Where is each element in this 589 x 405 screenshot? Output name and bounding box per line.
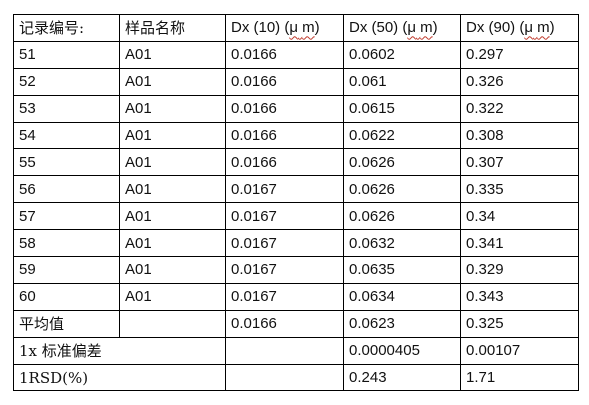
dx90-cell: 0.343 bbox=[460, 282, 579, 311]
dx10-cell: 0.0166 bbox=[225, 94, 344, 123]
average-label: 平均值 bbox=[13, 309, 120, 338]
dx90-cell: 0.308 bbox=[460, 121, 579, 150]
average-dx10: 0.0166 bbox=[225, 309, 344, 338]
sample-name-cell: A01 bbox=[119, 148, 226, 177]
header-record-number: 记录编号: bbox=[13, 14, 120, 42]
dx90-cell: 0.322 bbox=[460, 94, 579, 123]
header-dx90-prefix: Dx (90) ( bbox=[466, 19, 525, 37]
header-dx90-unit: μ m bbox=[524, 19, 549, 36]
rsd-dx90: 1.71 bbox=[460, 363, 579, 392]
table-row: 57 A01 0.0167 0.0626 0.34 bbox=[13, 202, 579, 231]
record-number-cell: 58 bbox=[13, 229, 120, 258]
unit-close: ) bbox=[314, 19, 320, 37]
dx10-cell: 0.0166 bbox=[225, 121, 344, 150]
dx10-cell: 0.0166 bbox=[225, 40, 344, 69]
record-number-cell: 54 bbox=[13, 121, 120, 150]
unit-close: ) bbox=[549, 19, 555, 37]
sample-name-cell: A01 bbox=[119, 94, 226, 123]
table-row: 54 A01 0.0166 0.0622 0.308 bbox=[13, 121, 579, 150]
header-dx10-prefix: Dx (10) ( bbox=[231, 19, 290, 37]
dx50-cell: 0.0626 bbox=[343, 175, 461, 204]
dx90-cell: 0.297 bbox=[460, 40, 579, 69]
header-row: 记录编号: 样品名称 Dx (10) (μ m) Dx (50) (μ m) D… bbox=[13, 14, 579, 42]
sample-name-cell: A01 bbox=[119, 40, 226, 69]
dx50-cell: 0.0626 bbox=[343, 148, 461, 177]
dx90-cell: 0.341 bbox=[460, 229, 579, 258]
std-dev-row: 1x 标准偏差 0.0000405 0.00107 bbox=[13, 336, 579, 365]
average-dx90: 0.325 bbox=[460, 309, 579, 338]
std-dev-dx50: 0.0000405 bbox=[343, 336, 461, 365]
sample-name-cell: A01 bbox=[119, 256, 226, 284]
table-row: 53 A01 0.0166 0.0615 0.322 bbox=[13, 94, 579, 123]
dx90-cell: 0.307 bbox=[460, 148, 579, 177]
table-row: 59 A01 0.0167 0.0635 0.329 bbox=[13, 256, 579, 284]
unit-mu: μ bbox=[524, 19, 533, 37]
sample-name-cell: A01 bbox=[119, 282, 226, 311]
table-row: 60 A01 0.0167 0.0634 0.343 bbox=[13, 282, 579, 311]
dx50-cell: 0.0634 bbox=[343, 282, 461, 311]
dx10-cell: 0.0167 bbox=[225, 175, 344, 204]
dx50-cell: 0.0632 bbox=[343, 229, 461, 258]
record-number-cell: 57 bbox=[13, 202, 120, 231]
header-sample-name: 样品名称 bbox=[119, 14, 226, 42]
header-dx10: Dx (10) (μ m) bbox=[225, 14, 344, 42]
header-dx50-prefix: Dx (50) ( bbox=[349, 19, 408, 37]
dx90-cell: 0.335 bbox=[460, 175, 579, 204]
empty-cell bbox=[119, 309, 226, 338]
average-row: 平均值 0.0166 0.0623 0.325 bbox=[13, 309, 579, 338]
table-row: 51 A01 0.0166 0.0602 0.297 bbox=[13, 40, 579, 69]
record-number-cell: 60 bbox=[13, 282, 120, 311]
unit-mu: μ bbox=[407, 19, 416, 37]
dx50-cell: 0.0635 bbox=[343, 256, 461, 284]
std-dev-label: 1x 标准偏差 bbox=[13, 336, 226, 365]
dx10-cell: 0.0167 bbox=[225, 256, 344, 284]
empty-cell bbox=[225, 363, 344, 392]
dx90-cell: 0.329 bbox=[460, 256, 579, 284]
unit-m: m bbox=[537, 19, 550, 37]
dx90-cell: 0.326 bbox=[460, 67, 579, 96]
empty-cell bbox=[225, 336, 344, 365]
header-dx50: Dx (50) (μ m) bbox=[343, 14, 461, 42]
sample-name-cell: A01 bbox=[119, 175, 226, 204]
unit-close: ) bbox=[432, 19, 438, 37]
record-number-cell: 56 bbox=[13, 175, 120, 204]
unit-mu: μ bbox=[289, 19, 298, 37]
rsd-label: 1RSD(%) bbox=[13, 363, 226, 392]
header-dx90: Dx (90) (μ m) bbox=[460, 14, 579, 42]
sample-name-cell: A01 bbox=[119, 67, 226, 96]
dx10-cell: 0.0167 bbox=[225, 202, 344, 231]
table-row: 56 A01 0.0167 0.0626 0.335 bbox=[13, 175, 579, 204]
dx10-cell: 0.0167 bbox=[225, 282, 344, 311]
sample-name-cell: A01 bbox=[119, 229, 226, 258]
record-number-cell: 59 bbox=[13, 256, 120, 284]
std-dev-dx90: 0.00107 bbox=[460, 336, 579, 365]
rsd-row: 1RSD(%) 0.243 1.71 bbox=[13, 363, 579, 392]
dx10-cell: 0.0167 bbox=[225, 229, 344, 258]
rsd-dx50: 0.243 bbox=[343, 363, 461, 392]
dx50-cell: 0.0626 bbox=[343, 202, 461, 231]
record-number-cell: 53 bbox=[13, 94, 120, 123]
unit-m: m bbox=[420, 19, 433, 37]
dx90-cell: 0.34 bbox=[460, 202, 579, 231]
dx50-cell: 0.0622 bbox=[343, 121, 461, 150]
record-number-cell: 52 bbox=[13, 67, 120, 96]
unit-m: m bbox=[302, 19, 315, 37]
measurement-table: 记录编号: 样品名称 Dx (10) (μ m) Dx (50) (μ m) D… bbox=[13, 14, 579, 392]
dx10-cell: 0.0166 bbox=[225, 148, 344, 177]
average-dx50: 0.0623 bbox=[343, 309, 461, 338]
dx10-cell: 0.0166 bbox=[225, 67, 344, 96]
dx50-cell: 0.0602 bbox=[343, 40, 461, 69]
table-row: 52 A01 0.0166 0.061 0.326 bbox=[13, 67, 579, 96]
header-dx50-unit: μ m bbox=[407, 19, 432, 36]
sample-name-cell: A01 bbox=[119, 202, 226, 231]
table-row: 58 A01 0.0167 0.0632 0.341 bbox=[13, 229, 579, 258]
table-row: 55 A01 0.0166 0.0626 0.307 bbox=[13, 148, 579, 177]
record-number-cell: 51 bbox=[13, 40, 120, 69]
header-dx10-unit: μ m bbox=[289, 19, 314, 36]
sample-name-cell: A01 bbox=[119, 121, 226, 150]
dx50-cell: 0.0615 bbox=[343, 94, 461, 123]
record-number-cell: 55 bbox=[13, 148, 120, 177]
dx50-cell: 0.061 bbox=[343, 67, 461, 96]
